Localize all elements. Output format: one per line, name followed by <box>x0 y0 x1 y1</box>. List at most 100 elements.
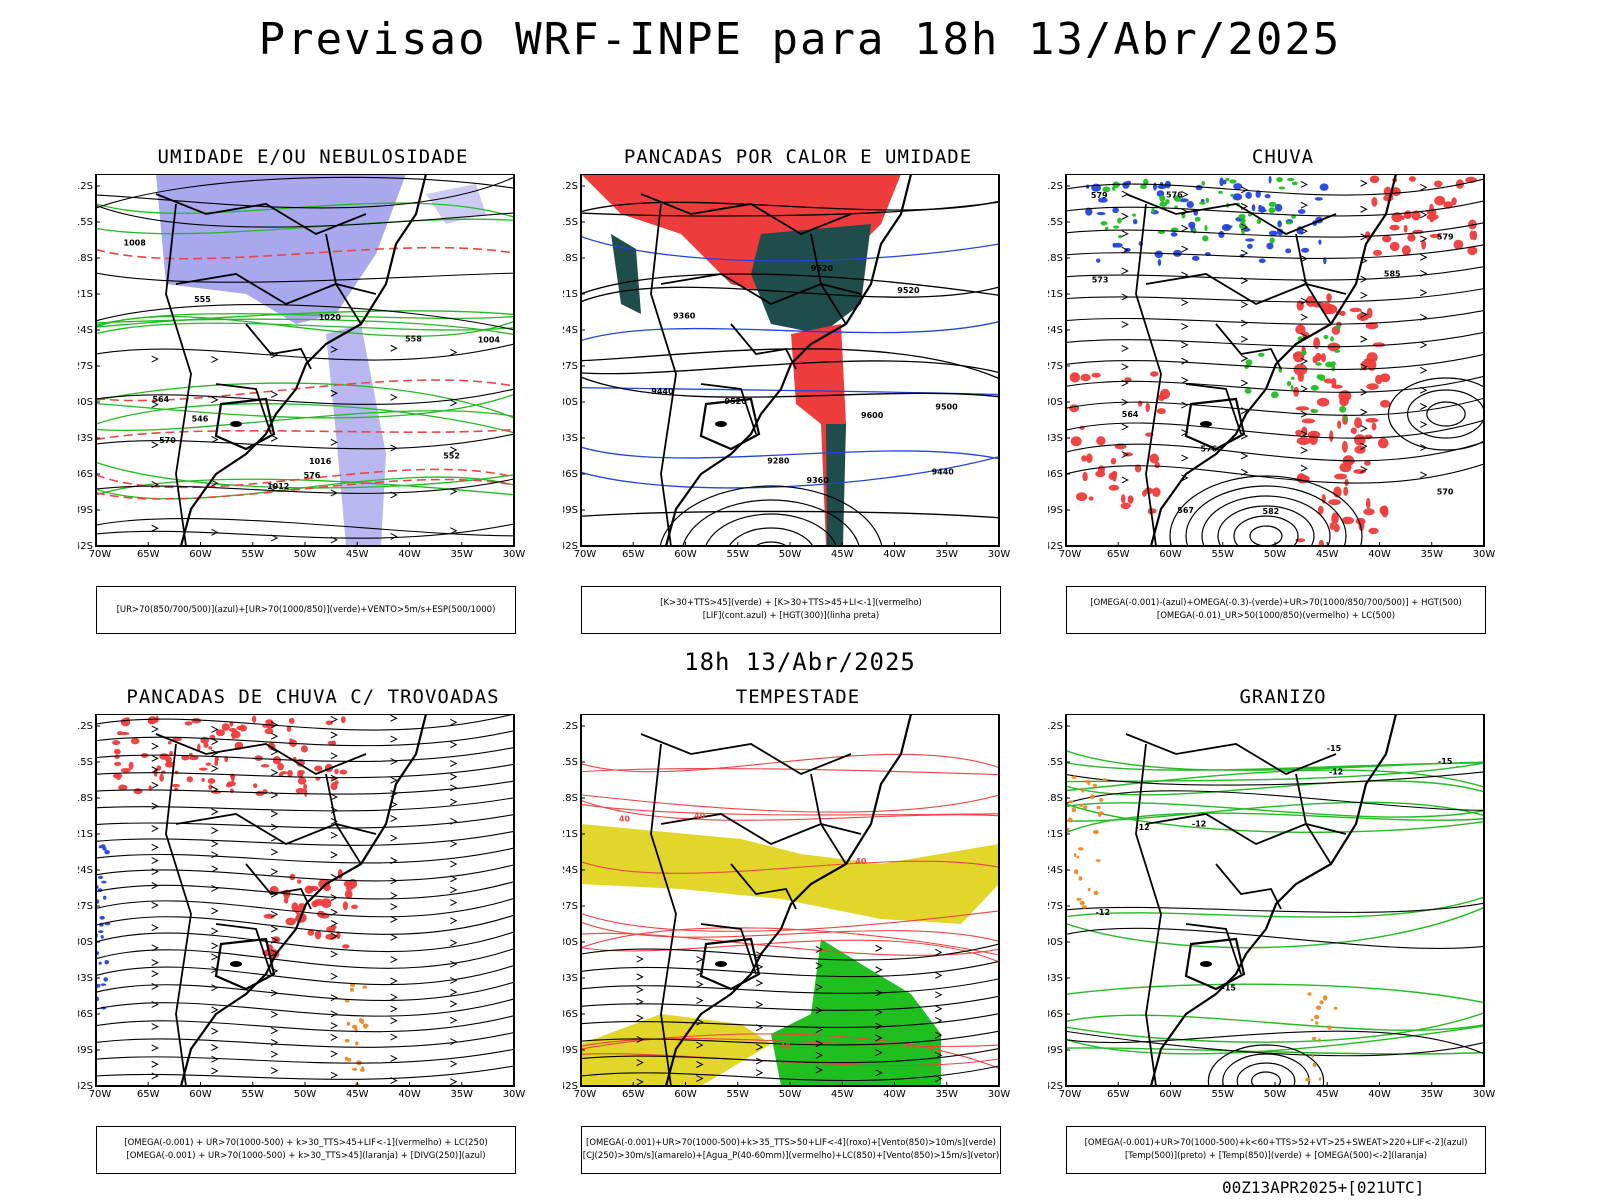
thunder-red-cells-cell <box>113 748 121 755</box>
lc500-streamlines-arrow <box>1360 233 1368 241</box>
lc250-streamlines-arrow <box>211 927 219 935</box>
legend-chuva: [OMEGA(-0.001)-(azul)+OMEGA(-0.3)-(verde… <box>1066 586 1486 634</box>
lon-tick-label: 45W <box>1316 1089 1339 1100</box>
thunder-red-cells-cell <box>334 780 339 785</box>
contour-label: 9360 <box>673 311 696 320</box>
wind850-vectors-arrow <box>815 1066 823 1074</box>
omega500-orange-cells-cell <box>1068 800 1074 804</box>
temp500-contours-line <box>1066 771 1484 786</box>
omega-blue-cells-cell <box>1154 250 1163 259</box>
lon-tick-label: 50W <box>294 1089 317 1100</box>
omega-green-cells-cell <box>1278 186 1286 190</box>
wind850-vectors-arrow <box>815 1040 823 1048</box>
wind850-vectors-arrow <box>875 1034 883 1042</box>
contour-label: -12 <box>1192 820 1206 829</box>
lat-tick-label: 18S <box>563 253 578 264</box>
hgt300-contours-line <box>581 360 999 375</box>
lc250-streamlines-line <box>96 780 514 795</box>
legend-line: [OMEGA(-0.001) + UR>70(1000-500) + k>30_… <box>124 1138 488 1148</box>
omega-green-cells-cell <box>1112 225 1120 229</box>
wind-vectors-arrow <box>390 491 398 499</box>
wind-vectors-arrow <box>330 489 338 497</box>
contour-label: -15 <box>1222 983 1237 992</box>
lc250-streamlines-arrow <box>270 769 279 777</box>
lc250-streamlines-arrow <box>330 972 338 980</box>
wind850-vectors-arrow <box>935 1005 943 1013</box>
lon-tick-label: 70W <box>574 1089 597 1100</box>
lc250-streamlines-arrow <box>390 877 398 885</box>
lc850-red-contours-line <box>581 860 999 874</box>
omega500-orange-cells-cell <box>1089 794 1095 800</box>
rain-red-cells-cell <box>1333 523 1340 533</box>
lc500-streamlines-line <box>1066 200 1484 217</box>
rain-red-cells <box>1292 293 1391 546</box>
lat-tick-label: 18S <box>78 793 93 804</box>
rain-red-cells-cell <box>1331 512 1339 525</box>
thunder-red-cells-cell <box>114 761 122 766</box>
rain-red-cells-sw-cell <box>1120 502 1131 509</box>
lc250-streamlines-arrow <box>270 721 279 729</box>
rain-red-cells-ne <box>1364 175 1478 256</box>
lat-tick-label: 30S <box>563 937 578 948</box>
lc500-streamlines-arrow <box>1181 323 1189 330</box>
axis-labels: 12S 15S 18S 21S 24S 27S 30S 33S 36S 39S 42S70W 65W 6… <box>563 181 1010 560</box>
rain-red-cells-sw-cell <box>1097 465 1105 474</box>
thunder-red-cells-cell <box>231 735 236 739</box>
lc250-streamlines-arrow <box>330 1022 338 1030</box>
lc250-streamlines-arrow <box>151 725 159 733</box>
lc250-streamlines-arrow <box>270 989 279 997</box>
lc500-streamlines-arrow <box>1181 224 1189 232</box>
thunder-red-cells-cell <box>159 773 164 782</box>
lat-tick-label: 12S <box>1048 181 1063 192</box>
wind-vectors-arrow <box>330 346 338 353</box>
lc250-streamlines-arrow <box>211 865 219 873</box>
thunder-red-cells-cell <box>289 738 293 743</box>
omega500-orange-cells-s-cell <box>1315 1021 1319 1025</box>
wind-vectors-line <box>96 433 514 450</box>
omega-green-cells-cell <box>1269 237 1275 244</box>
thunder-red-cells-cell <box>201 777 205 782</box>
lc500-streamlines-arrow <box>1420 235 1428 243</box>
border <box>175 273 377 306</box>
lat-tick-label: 36S <box>1048 1009 1063 1020</box>
thunder-red-cells-s-cell <box>345 886 354 891</box>
lc250-streamlines-arrow <box>211 907 219 915</box>
thunder-red-cells-cell <box>169 751 173 755</box>
omega-blue-cells-cell <box>1085 207 1093 216</box>
omega-green-cells-s-cell <box>1258 352 1265 357</box>
lc500-streamlines-arrow <box>1240 186 1249 194</box>
border <box>730 323 797 370</box>
lc250-streamlines-arrow <box>211 851 219 859</box>
panel-title: PANCADAS POR CALOR E UMIDADE <box>623 146 973 168</box>
omega-green-cells-cell <box>1192 227 1197 234</box>
lc500-streamlines-arrow <box>1360 291 1368 299</box>
wind850-vectors-arrow <box>755 979 764 987</box>
border <box>1185 923 1242 975</box>
border <box>1295 773 1332 865</box>
omega500-orange-cells-s <box>1305 992 1338 1082</box>
omega-blue-cells-cell <box>1247 243 1253 249</box>
lc250-streamlines-arrow <box>330 1033 338 1041</box>
lc250-streamlines-arrow <box>211 765 219 772</box>
lc250-streamlines-arrow <box>390 815 398 823</box>
omega-green-cells-s-cell <box>1286 380 1292 387</box>
orange-cells-cell <box>360 1068 365 1072</box>
lc500-streamlines-arrow <box>1300 227 1308 235</box>
rain-red-cells-cell <box>1305 295 1317 307</box>
divg-blue-cells-cell <box>103 895 107 900</box>
hgt300-contours <box>581 200 999 519</box>
wind-vectors-arrow <box>450 488 458 495</box>
thunder-red-cells-cell <box>262 789 268 795</box>
omega500-orange-cells-cell <box>1079 900 1085 906</box>
hgt500-high <box>1387 377 1484 451</box>
wind-vectors-arrow <box>390 444 398 452</box>
thunder-red-cells-s-cell <box>332 925 337 930</box>
map-content <box>1066 174 1484 546</box>
lc250-streamlines-arrow <box>211 1067 219 1075</box>
lc250-streamlines-arrow <box>211 827 219 834</box>
temp500-contours-line <box>1066 927 1484 949</box>
rain-red-cells-cell <box>1339 396 1349 407</box>
wind850-vectors-arrow <box>815 946 823 953</box>
contour-label: 567 <box>1177 506 1194 515</box>
omega-green-cells-cell <box>1118 235 1123 239</box>
